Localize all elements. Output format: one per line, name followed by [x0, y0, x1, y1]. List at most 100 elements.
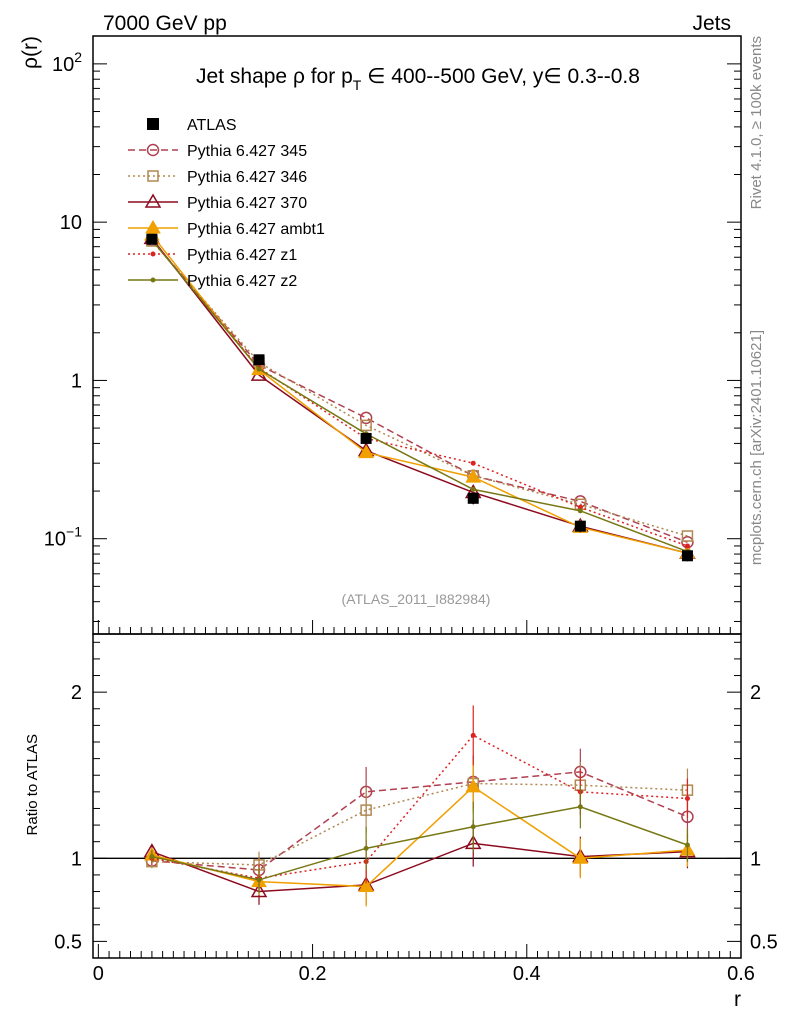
series-point-ratio [577, 804, 583, 810]
x-tick-label: 0.2 [299, 963, 327, 985]
series-point-main [256, 366, 262, 372]
x-tick-label: 0 [93, 963, 104, 985]
data-layer [146, 233, 693, 562]
legend-entry: Pythia 6.427 370 [128, 193, 307, 212]
series-line-main [151, 239, 688, 543]
legend-label: Pythia 6.427 346 [187, 169, 307, 186]
chart-title-rest: ∈ 400--500 GeV, y∈ 0.3--0.8 [361, 65, 640, 88]
header-right: Jets [692, 12, 731, 35]
series-point-ratio [572, 850, 589, 864]
y-tick-base: 10 [44, 529, 66, 551]
ratio-tick-label-right: 0.5 [750, 931, 778, 953]
series-3 [144, 226, 696, 907]
legend-label: Pythia 6.427 z1 [187, 247, 297, 264]
series-point-main [470, 460, 476, 466]
series-point-main [360, 419, 372, 432]
rivet-label: Rivet 4.1.0, ≥ 100k events [748, 36, 765, 209]
atlas-point [681, 550, 693, 562]
chart-title-sub: T [353, 77, 362, 93]
y-tick-label: 10−1 [44, 524, 82, 551]
legend-marker [145, 220, 161, 234]
y-tick-base: 10 [52, 54, 74, 76]
series-point-ratio [360, 804, 372, 816]
y-tick-label: 1 [71, 370, 82, 392]
legend-marker [147, 118, 159, 130]
legend-marker [150, 277, 156, 283]
legend-label: ATLAS [187, 117, 237, 134]
legend-marker [150, 251, 156, 257]
y-tick-exponent: 2 [74, 49, 82, 65]
series-point-ratio [256, 877, 262, 883]
series-point-ratio [684, 842, 690, 848]
atlas-point [574, 520, 586, 532]
series-layer [143, 226, 696, 907]
ratio-tick-label-left: 2 [71, 682, 82, 704]
series-line-ratio [151, 785, 688, 888]
y-tick-label: 102 [52, 49, 82, 76]
ratio-plot-frame [92, 633, 742, 959]
analysis-id: (ATLAS_2011_I882984) [342, 591, 491, 607]
series-line-main [151, 239, 688, 553]
legend-marker [146, 143, 160, 157]
header-left: 7000 GeV pp [103, 12, 227, 35]
series-line-main [151, 237, 688, 554]
series-2 [143, 229, 696, 905]
y-tick-base: 1 [71, 370, 82, 392]
series-point-ratio [470, 824, 476, 830]
atlas-point [360, 432, 372, 444]
y-axis-label: ρ(r) [19, 36, 42, 69]
series-point-ratio [358, 878, 374, 893]
series-point-main [577, 508, 583, 514]
atlas-point [146, 233, 158, 245]
series-point-main [684, 543, 690, 549]
x-tick-label: 0.6 [727, 963, 755, 985]
series-line-ratio [151, 842, 688, 893]
series-point-ratio [465, 778, 482, 793]
legend-entry: ATLAS [147, 117, 237, 134]
series-5 [149, 237, 690, 894]
legend-entry: Pythia 6.427 345 [128, 143, 307, 160]
series-point-main [470, 486, 476, 492]
series-line-main [151, 240, 688, 537]
series-line-ratio [151, 771, 688, 871]
legend-label: Pythia 6.427 370 [187, 195, 307, 212]
x-axis-label: r [734, 988, 741, 1011]
chart-title: Jet shape ρ for pT ∈ 400--500 GeV, y∈ 0.… [196, 65, 640, 93]
legend-marker [147, 170, 159, 182]
series-point-ratio [684, 795, 690, 801]
series-point-ratio [149, 854, 155, 860]
series-line-ratio [151, 734, 688, 880]
legend-entry: Pythia 6.427 346 [128, 169, 307, 186]
ratio-tick-label-left: 0.5 [54, 931, 82, 953]
y-tick-base: 10 [60, 212, 82, 234]
legend: ATLAS Pythia 6.427 345 Pythia 6.427 346 Pyt… [128, 117, 325, 290]
series-point-main [359, 411, 373, 425]
series-point-main [358, 444, 374, 459]
legend-entry: Pythia 6.427 z2 [128, 273, 297, 290]
legend-entry: Pythia 6.427 ambt1 [128, 220, 325, 238]
y-tick-label: 10 [60, 212, 82, 234]
legend-marker [144, 193, 162, 208]
ratio-y-axis-label: Ratio to ATLAS [24, 734, 41, 835]
chart-title-main: Jet shape ρ for p [196, 65, 353, 88]
y-tick-exponent: −1 [66, 524, 82, 540]
series-point-ratio [363, 845, 369, 851]
legend-label: Pythia 6.427 345 [187, 143, 307, 160]
series-point-ratio [250, 883, 268, 898]
series-point-ratio [470, 732, 476, 738]
mcplots-label: mcplots.cern.ch [arXiv:2401.10621] [748, 330, 765, 565]
legend-label: Pythia 6.427 ambt1 [187, 221, 325, 238]
series-line-ratio [151, 806, 688, 881]
ratio-tick-label-right: 2 [750, 682, 761, 704]
legend-entry: Pythia 6.427 z1 [128, 247, 297, 264]
series-line-ratio [151, 782, 688, 866]
ratio-tick-label-right: 1 [750, 848, 761, 870]
atlas-point [467, 492, 479, 504]
series-point-main [465, 469, 482, 483]
ratio-tick-label-left: 1 [71, 848, 82, 870]
series-point-main [681, 530, 694, 542]
atlas-point [253, 354, 265, 366]
